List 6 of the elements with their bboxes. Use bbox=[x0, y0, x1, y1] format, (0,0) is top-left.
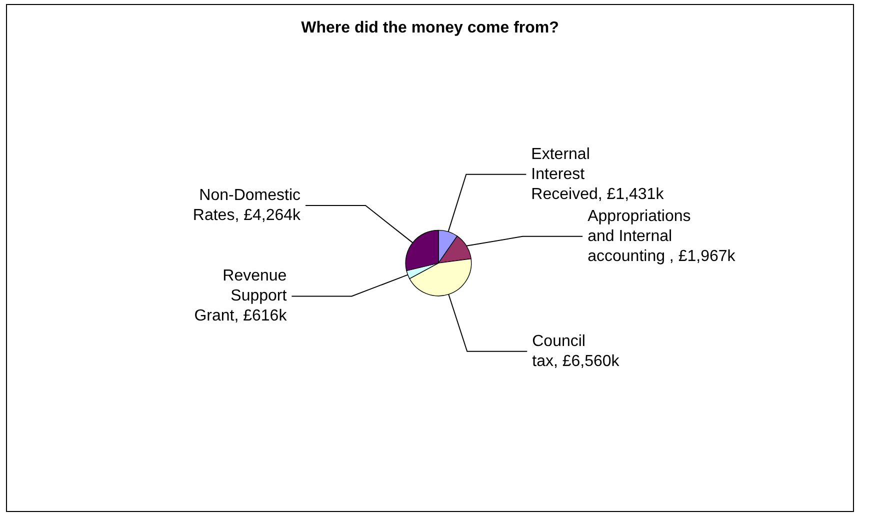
slice-label: Council tax, £6,560k bbox=[532, 332, 620, 370]
slice-label: External Interest Received, £1,431k bbox=[531, 146, 665, 203]
slice-label: Revenue Support Grant, £616k bbox=[194, 268, 288, 325]
slice-label: Appropriations and Internal accounting , £1,967k bbox=[588, 208, 736, 265]
slice-label: Non-Domestic Rates, £4,264k bbox=[192, 187, 302, 224]
chart-title: Where did the money come from? bbox=[301, 20, 559, 36]
